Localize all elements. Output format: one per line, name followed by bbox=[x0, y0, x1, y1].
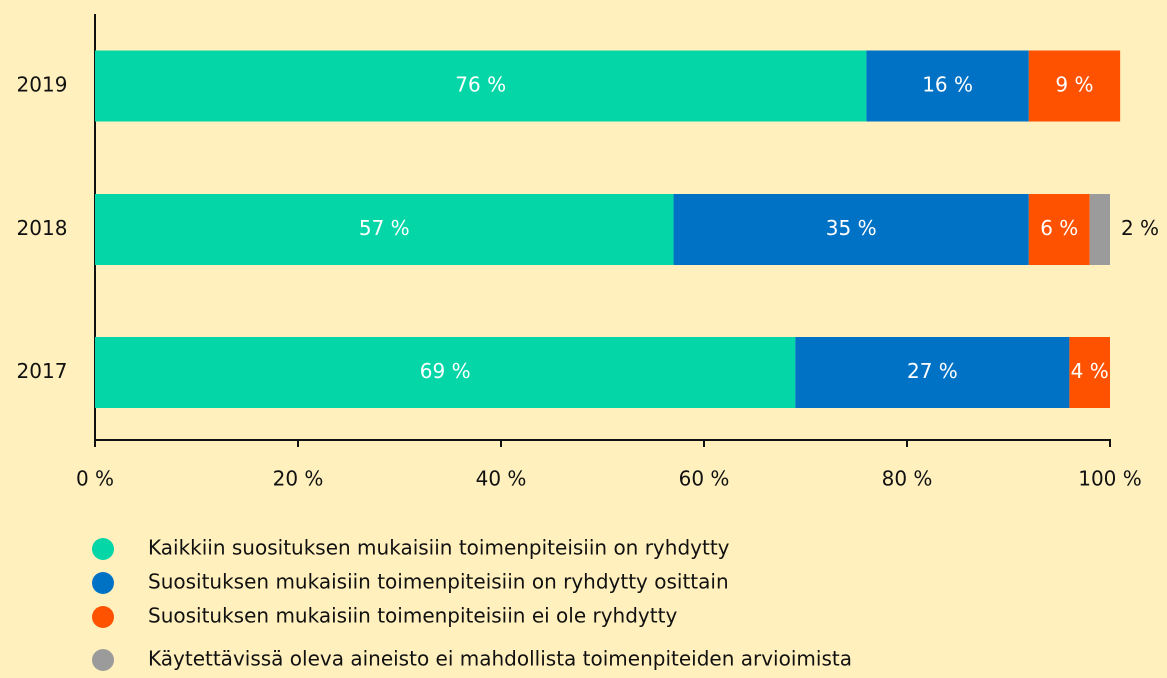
data-label: 69 % bbox=[420, 359, 471, 383]
y-tick-label: 2019 bbox=[17, 73, 68, 97]
data-label: 4 % bbox=[1071, 359, 1109, 383]
legend-marker bbox=[92, 606, 114, 628]
bar-segment bbox=[673, 194, 1029, 265]
legend-marker bbox=[92, 538, 114, 560]
x-tick-label: 60 % bbox=[679, 467, 730, 491]
bar-segment bbox=[795, 337, 1070, 408]
legend-marker bbox=[92, 572, 114, 594]
data-label: 35 % bbox=[826, 216, 877, 240]
x-tick-label: 0 % bbox=[76, 467, 114, 491]
legend-label: Käytettävissä oleva aineisto ei mahdolli… bbox=[148, 647, 852, 671]
bar-segment bbox=[1028, 50, 1121, 122]
legend-label: Suosituksen mukaisiin toimenpiteisiin ei… bbox=[148, 604, 677, 628]
data-label: 6 % bbox=[1040, 216, 1078, 240]
data-label: 9 % bbox=[1055, 73, 1093, 97]
y-tick-label: 2017 bbox=[17, 359, 68, 383]
y-tick-label: 2018 bbox=[17, 216, 68, 240]
bar-segment bbox=[95, 50, 867, 122]
legend-label: Suosituksen mukaisiin toimenpiteisiin on… bbox=[148, 570, 729, 594]
data-label: 27 % bbox=[907, 359, 958, 383]
bar-segment bbox=[1089, 194, 1110, 265]
bar-segment bbox=[95, 337, 796, 408]
data-label: 16 % bbox=[922, 73, 973, 97]
bar-segment bbox=[95, 194, 674, 265]
x-tick-label: 20 % bbox=[273, 467, 324, 491]
data-label: 57 % bbox=[359, 216, 410, 240]
data-label: 2 % bbox=[1121, 216, 1159, 240]
x-tick-label: 100 % bbox=[1078, 467, 1142, 491]
legend-label: Kaikkiin suosituksen mukaisiin toimenpit… bbox=[148, 536, 730, 560]
bar-segment bbox=[1028, 194, 1090, 265]
data-label: 76 % bbox=[455, 73, 506, 97]
x-tick-label: 80 % bbox=[882, 467, 933, 491]
bar-segment bbox=[1069, 337, 1110, 408]
x-tick-label: 40 % bbox=[476, 467, 527, 491]
bar-segment bbox=[866, 50, 1029, 122]
legend-marker bbox=[92, 649, 114, 671]
